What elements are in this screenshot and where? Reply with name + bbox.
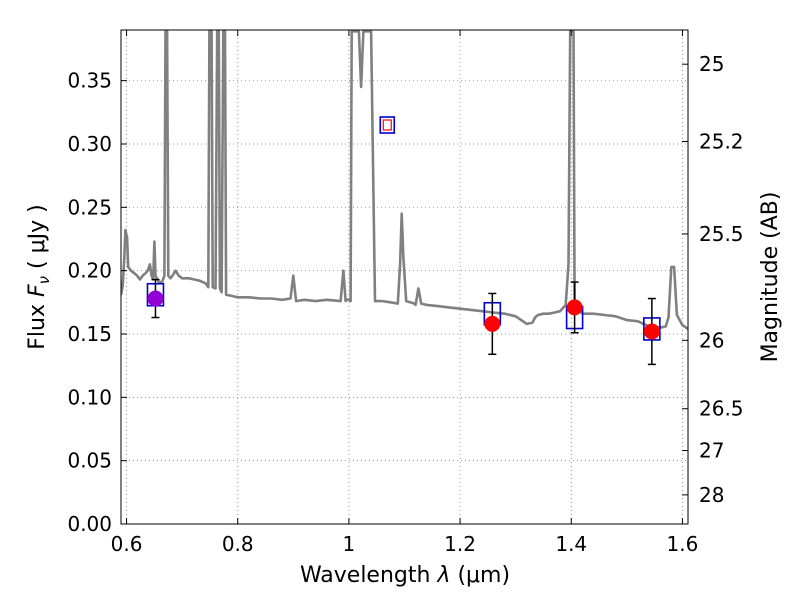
magnitude-axis: 25 25.2 25.5 26 26.5 27 28 <box>682 52 744 507</box>
magnitude-tick-label: 26.5 <box>699 397 744 421</box>
y-tick-label: 0.20 <box>67 259 112 283</box>
observed-point <box>147 290 164 307</box>
x-tick-label: 0.6 <box>111 532 143 556</box>
magnitude-axis-label: Magnitude (AB) <box>758 192 783 363</box>
y-tick-label: 0.05 <box>67 449 112 473</box>
y-axis: 0.00 0.05 0.10 0.15 0.20 0.25 0.30 0.35 <box>67 69 127 536</box>
observed-points <box>147 278 660 366</box>
magnitude-tick-label: 26 <box>699 328 724 352</box>
model-band-marker <box>379 116 396 134</box>
magnitude-tick-label: 27 <box>699 439 724 463</box>
observed-point <box>484 315 501 332</box>
x-tick-label: 1 <box>343 532 356 556</box>
x-tick-label: 1.6 <box>667 532 699 556</box>
x-axis: 0.6 0.8 1 1.2 1.4 1.6 <box>111 30 699 556</box>
magnitude-tick-label: 28 <box>699 483 724 507</box>
plot-frame <box>120 29 689 525</box>
y-tick-label: 0.30 <box>67 132 112 156</box>
x-tick-label: 0.8 <box>222 532 254 556</box>
y-tick-label: 0.15 <box>67 322 112 346</box>
observed-point <box>643 323 660 340</box>
model-spectrum <box>121 30 688 330</box>
y-axis-label: Flux Fν ( μJy ) <box>25 204 53 349</box>
observed-point <box>566 299 583 316</box>
y-tick-label: 0.25 <box>67 195 112 219</box>
x-axis-label: Wavelength λ (μm) <box>300 563 510 588</box>
magnitude-tick-label: 25.5 <box>699 222 744 246</box>
x-tick-label: 1.4 <box>555 532 587 556</box>
model-spectrum-line <box>121 30 688 330</box>
x-tick-label: 1.2 <box>444 532 476 556</box>
y-tick-label: 0.10 <box>67 385 112 409</box>
y-tick-label: 0.00 <box>67 512 112 536</box>
magnitude-tick-label: 25 <box>699 52 724 76</box>
y-tick-label: 0.35 <box>67 69 112 93</box>
magnitude-tick-label: 25.2 <box>699 129 744 153</box>
model-band-marker-inner <box>382 119 392 131</box>
